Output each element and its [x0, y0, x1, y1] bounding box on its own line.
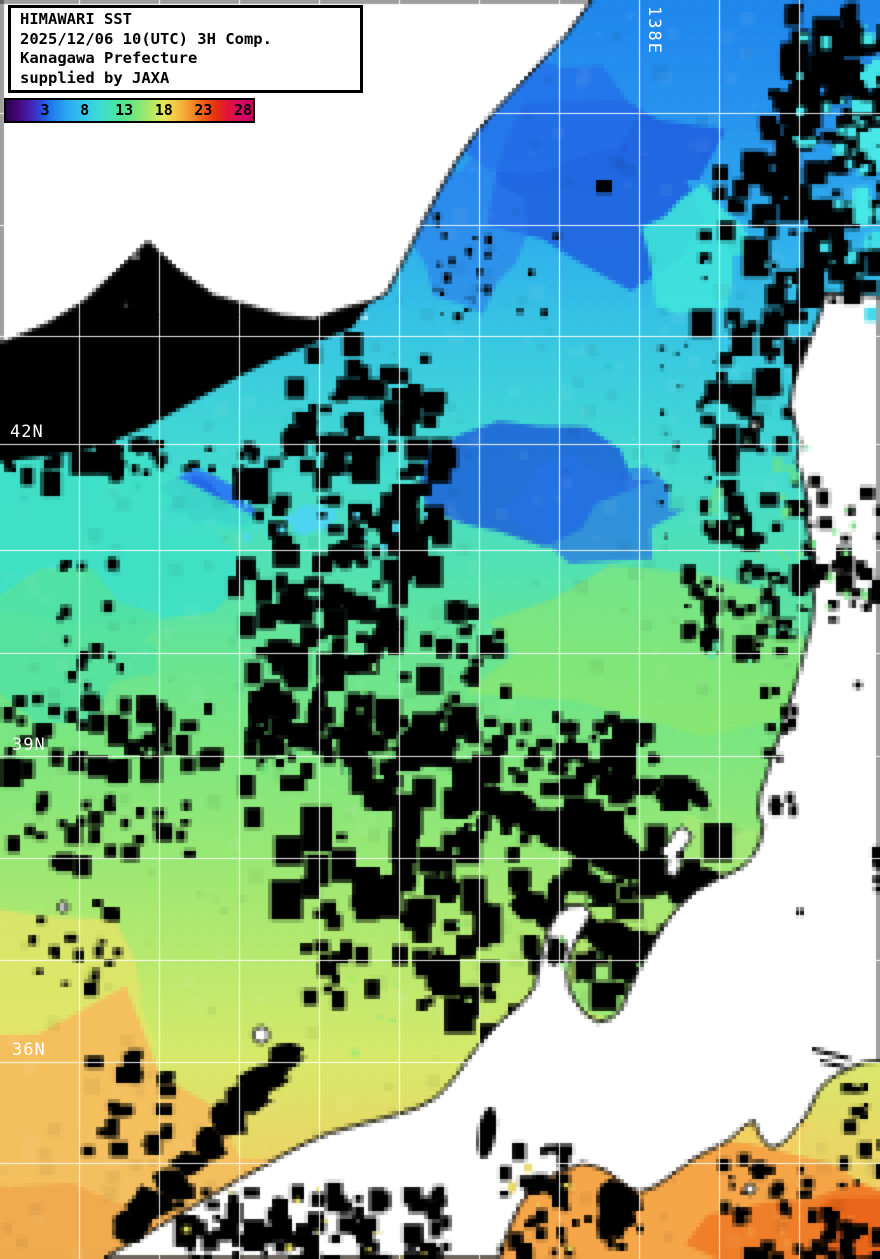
colorbar-tick: 28	[233, 101, 253, 119]
colorbar-tick: 18	[154, 101, 173, 119]
title-box: HIMAWARI SST 2025/12/06 10(UTC) 3H Comp.…	[8, 5, 363, 93]
datetime-line: 2025/12/06 10(UTC) 3H Comp.	[20, 29, 272, 48]
region-line: Kanagawa Prefecture	[20, 49, 198, 67]
colorbar-gradient	[6, 100, 253, 121]
colorbar-tick: 23	[194, 101, 213, 119]
sst-colorbar: 3 8 13 18 23 28	[4, 98, 255, 123]
latitude-label-39n: 39N	[12, 735, 46, 755]
colorbar-tick: 8	[80, 101, 90, 119]
longitude-label-138e: 138E	[644, 6, 664, 55]
colorbar-tick: 3	[40, 101, 50, 119]
product-title: HIMAWARI SST	[20, 10, 132, 28]
credit-line: supplied by JAXA	[20, 68, 170, 87]
latitude-label-42n: 42N	[10, 422, 44, 442]
latitude-label-36n: 36N	[12, 1040, 46, 1060]
colorbar-tick: 13	[115, 101, 134, 119]
